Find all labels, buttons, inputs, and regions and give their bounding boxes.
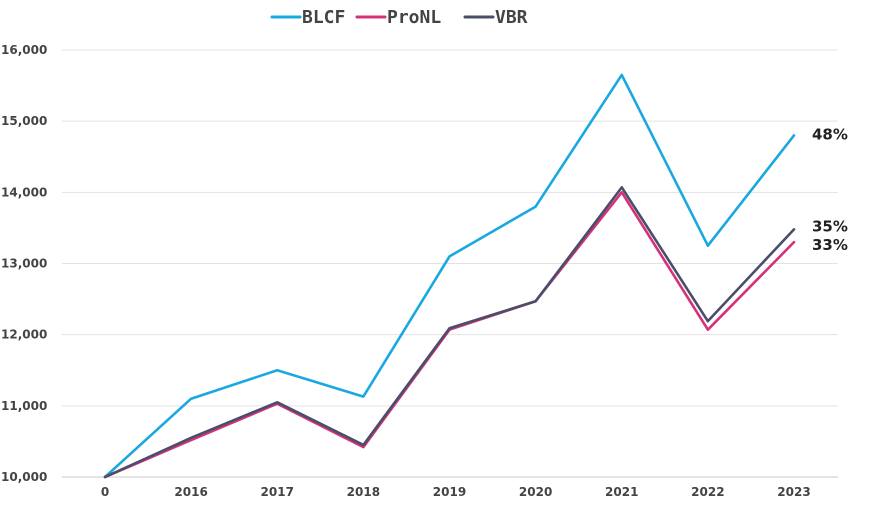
x-tick-label: 2022: [691, 485, 724, 499]
series-line-blcf: [103, 73, 796, 479]
y-tick-label: 12,000: [1, 328, 47, 342]
legend: BLCF ProNL VBR: [270, 7, 528, 28]
series-line-vbr: [103, 186, 796, 479]
series-lines: [103, 73, 796, 479]
x-tick-label: 2023: [777, 485, 810, 499]
y-tick-label: 10,000: [1, 470, 47, 484]
y-tick-label: 13,000: [1, 257, 47, 271]
y-tick-label: 15,000: [1, 114, 47, 128]
x-tick-label: 2016: [174, 485, 207, 499]
axes: 10,000 11,000 12,000 13,000 14,000 15,000 16,0…: [1, 43, 811, 499]
end-label-pronl: 33%: [812, 236, 848, 254]
y-tick-label: 11,000: [1, 399, 47, 413]
x-tick-label: 2017: [261, 485, 294, 499]
y-tick-label: 14,000: [1, 185, 47, 199]
end-label-blcf: 48%: [812, 125, 848, 143]
end-label-vbr: 35%: [812, 217, 848, 235]
x-tick-label: 0: [101, 485, 109, 499]
x-tick-label: 2018: [347, 485, 380, 499]
legend-label-pronl: ProNL: [387, 7, 441, 28]
legend-label-vbr: VBR: [495, 7, 528, 28]
gridlines: [62, 49, 838, 478]
x-tick-label: 2019: [433, 485, 466, 499]
y-tick-label: 16,000: [1, 43, 47, 57]
x-tick-label: 2021: [605, 485, 638, 499]
legend-label-blcf: BLCF: [302, 7, 345, 28]
x-tick-label: 2020: [519, 485, 552, 499]
end-labels: 48% 33%35%: [812, 125, 848, 254]
